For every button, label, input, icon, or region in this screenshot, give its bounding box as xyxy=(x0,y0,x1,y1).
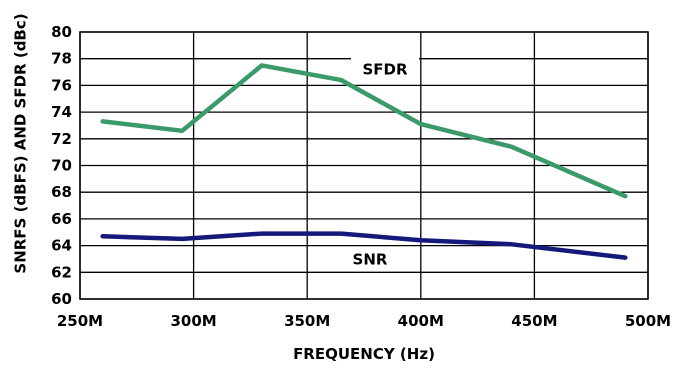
y-tick-label: 70 xyxy=(51,157,72,175)
y-tick-label: 74 xyxy=(51,103,72,121)
x-axis-title: FREQUENCY (Hz) xyxy=(293,345,435,363)
x-tick-label: 350M xyxy=(284,312,330,330)
x-tick-label: 450M xyxy=(511,312,557,330)
y-tick-label: 68 xyxy=(51,183,72,201)
x-tick-label: 400M xyxy=(398,312,444,330)
series-line-snr xyxy=(100,231,628,260)
series-label-sfdr: SFDR xyxy=(362,61,408,79)
y-tick-label: 76 xyxy=(51,76,72,94)
y-axis-title: SNRFS (dBFS) AND SFDR (dBc) xyxy=(11,13,29,273)
y-axis-ticks: 60 62 64 66 68 70 72 74 76 78 80 xyxy=(51,23,72,308)
x-tick-label: 300M xyxy=(170,312,216,330)
y-tick-label: 78 xyxy=(51,50,72,68)
y-tick-label: 64 xyxy=(51,237,72,255)
series-labels: SFDR SNR xyxy=(341,58,419,270)
y-tick-label: 72 xyxy=(51,130,72,148)
y-tick-label: 62 xyxy=(51,263,72,281)
series-label-bg xyxy=(341,248,399,270)
x-tick-label: 500M xyxy=(625,312,671,330)
series-label-snr: SNR xyxy=(353,251,388,269)
series-lines xyxy=(100,63,628,260)
plot-frame xyxy=(79,31,649,300)
series-label-bg xyxy=(351,58,419,80)
y-tick-label: 60 xyxy=(51,290,72,308)
series-line-sfdr xyxy=(100,63,628,199)
y-tick-label: 80 xyxy=(51,23,72,41)
x-tick-label: 250M xyxy=(57,312,103,330)
y-tick-label: 66 xyxy=(51,210,72,228)
x-axis-ticks: 250M 300M 350M 400M 450M 500M xyxy=(57,312,671,330)
